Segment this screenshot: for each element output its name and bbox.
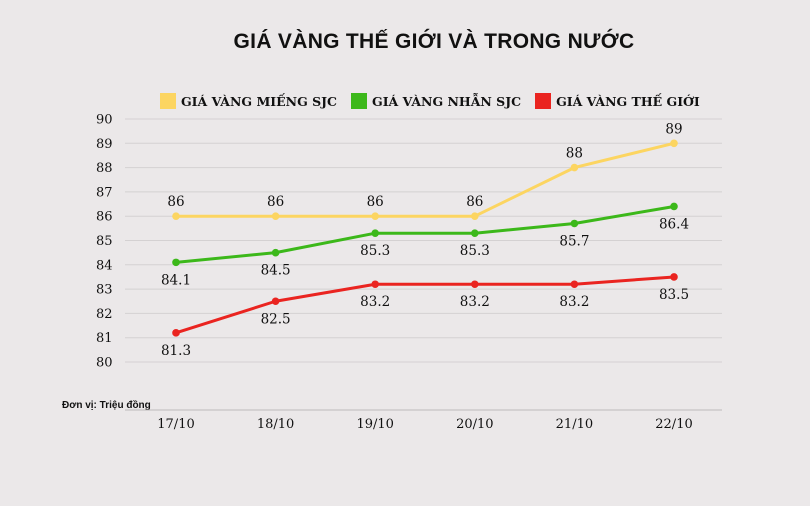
data-point-1-2 [371,229,380,238]
data-label-2-2: 83.2 [360,294,390,310]
data-label-1-3: 85.3 [460,243,490,259]
x-tick-label-4: 21/10 [556,417,593,432]
x-tick-label-2: 19/10 [356,417,393,432]
data-point-0-0 [172,212,180,220]
data-label-0-0: 86 [167,194,184,210]
y-tick-label-85: 85 [96,234,113,249]
data-point-1-3 [471,229,479,238]
legend-item-sjc-ring: GIÁ VÀNG NHẪN SJC [351,93,521,109]
data-point-2-2 [371,280,380,289]
legend-item-sjc-bar: GIÁ VÀNG MIẾNG SJC [160,93,337,109]
data-label-0-2: 86 [367,194,384,210]
data-label-2-5: 83.5 [659,287,689,303]
data-point-2-0 [172,329,180,337]
legend-label-sjc-ring: GIÁ VÀNG NHẪN SJC [372,93,522,109]
y-tick-label-90: 90 [96,113,113,128]
data-point-0-5 [670,139,678,148]
y-tick-label-87: 87 [96,185,113,200]
y-tick-label-88: 88 [96,161,113,176]
data-label-0-1: 86 [267,194,284,210]
x-tick-label-3: 20/10 [456,417,493,432]
legend-label-world: GIÁ VÀNG THẾ GIỚI [556,93,700,109]
y-tick-label-80: 80 [96,356,113,371]
data-label-0-3: 86 [466,194,483,210]
data-point-0-4 [570,163,579,172]
series-line-0 [176,141,675,218]
data-point-1-5 [670,202,678,211]
legend-label-sjc-bar: GIÁ VÀNG MIẾNG SJC [181,93,338,109]
data-point-1-1 [271,248,280,257]
data-point-0-2 [371,212,380,220]
data-label-1-0: 84.1 [161,272,191,288]
y-tick-label-86: 86 [96,210,113,225]
legend-swatch-sjc-bar [160,93,176,109]
y-tick-label-82: 82 [96,307,113,322]
x-tick-label-0: 17/10 [157,417,194,432]
data-label-2-4: 83.2 [559,294,589,310]
legend: GIÁ VÀNG MIẾNG SJC GIÁ VÀNG NHẪN SJC GIÁ… [160,93,714,109]
y-tick-label-89: 89 [96,137,113,152]
y-tick-label-81: 81 [96,331,113,346]
data-label-1-4: 85.7 [559,233,589,249]
data-point-2-3 [471,280,479,289]
data-point-1-0 [172,258,180,267]
legend-swatch-sjc-ring [351,93,368,109]
data-label-2-3: 83.2 [460,294,490,310]
data-label-1-1: 84.5 [261,263,291,279]
legend-swatch-world [535,93,552,109]
data-point-1-4 [570,219,579,228]
y-tick-label-83: 83 [96,283,113,298]
data-point-0-1 [271,212,280,220]
y-tick-label-84: 84 [96,258,113,273]
data-point-0-3 [471,212,479,220]
data-point-2-1 [271,297,280,306]
data-label-0-4: 88 [566,146,583,162]
data-label-2-1: 82.5 [261,311,291,327]
series-line-1 [175,205,675,264]
unit-label: Đơn vị: Triệu đồng [62,400,151,411]
legend-item-world: GIÁ VÀNG THẾ GIỚI [535,93,700,109]
chart-title: GIÁ VÀNG THẾ GIỚI VÀ TRONG NƯỚC [233,30,635,53]
data-point-2-4 [570,280,579,289]
data-point-2-5 [670,273,678,281]
x-tick-label-5: 22/10 [655,417,692,432]
data-label-1-5: 86.4 [659,216,689,232]
data-label-1-2: 85.3 [360,243,390,259]
series-line-2 [175,275,675,335]
data-label-0-5: 89 [665,121,682,137]
data-label-2-0: 81.3 [161,343,191,359]
x-tick-label-1: 18/10 [257,417,294,432]
